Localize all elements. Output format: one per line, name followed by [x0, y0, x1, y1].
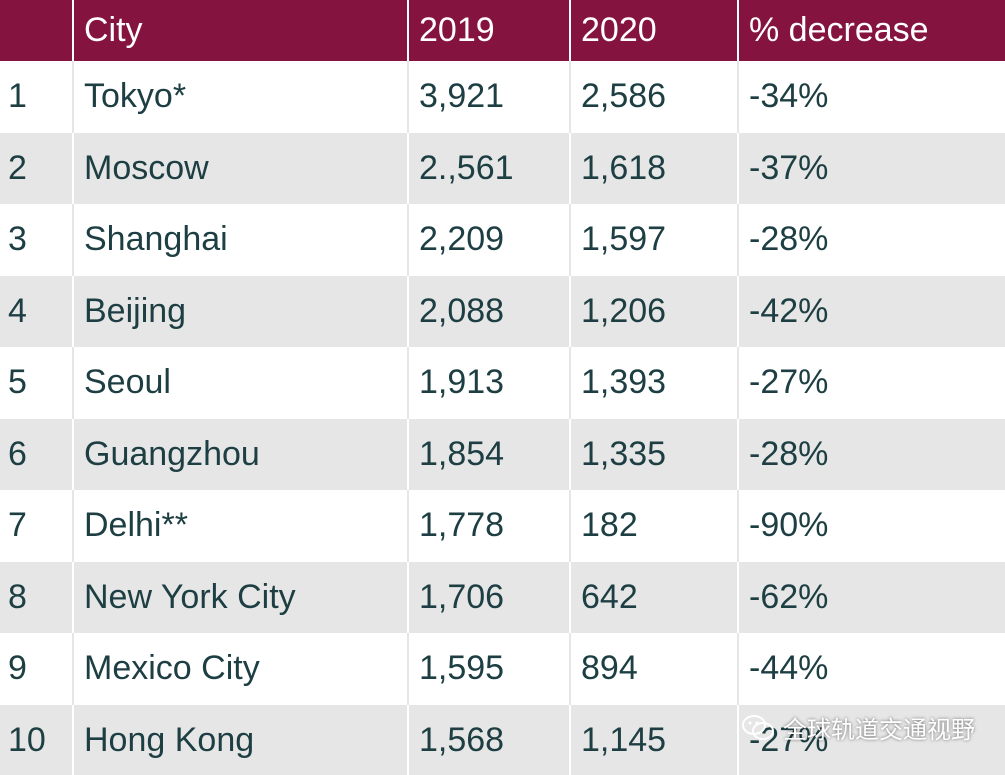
rank-cell: 10	[8, 720, 46, 759]
value-2020-cell: 2,586	[569, 61, 738, 133]
city-cell: Delhi**	[72, 490, 408, 562]
value-2020-cell: 1,618	[569, 132, 738, 204]
watermark: 全球轨道交通视野	[741, 710, 975, 745]
value-2019-cell: 1,595	[407, 633, 570, 705]
value-2019-cell: 1,706	[407, 561, 570, 633]
value-2020-cell: 642	[569, 561, 738, 633]
table-header-row: City 2019 2020 % decrease	[0, 0, 1005, 61]
value-2019-cell: 2,209	[407, 204, 570, 276]
decrease-cell: -28%	[737, 418, 1005, 490]
value-2020-cell: 1,206	[569, 275, 738, 347]
decrease-cell: -28%	[737, 204, 1005, 276]
value-2020-cell: 182	[569, 490, 738, 562]
city-cell: Moscow	[72, 132, 408, 204]
rank-cell: 2	[8, 148, 27, 187]
table-row: 9 Mexico City 1,595 894 -44%	[0, 633, 1005, 705]
table-row: 2 Moscow 2.,561 1,618 -37%	[0, 132, 1005, 204]
city-cell: Shanghai	[72, 204, 408, 276]
table-row: 10 Hong Kong 1,568 1,145 -27%	[0, 704, 1005, 775]
value-2019-cell: 1,568	[407, 704, 570, 775]
table-row: 3 Shanghai 2,209 1,597 -28%	[0, 204, 1005, 276]
decrease-cell: -34%	[737, 61, 1005, 133]
value-2020-cell: 1,393	[569, 347, 738, 419]
decrease-cell: -62%	[737, 561, 1005, 633]
rank-cell: 3	[8, 220, 27, 259]
decrease-cell: -37%	[737, 132, 1005, 204]
city-cell: New York City	[72, 561, 408, 633]
rank-cell: 8	[8, 577, 27, 616]
city-cell: Tokyo*	[72, 61, 408, 133]
header-2019: 2019	[407, 0, 570, 61]
value-2019-cell: 2,088	[407, 275, 570, 347]
table-row: 6 Guangzhou 1,854 1,335 -28%	[0, 418, 1005, 490]
rank-cell: 5	[8, 363, 27, 402]
decrease-cell: -44%	[737, 633, 1005, 705]
rank-cell: 6	[8, 434, 27, 473]
value-2019-cell: 1,778	[407, 490, 570, 562]
decrease-cell: -90%	[737, 490, 1005, 562]
decrease-cell: -27%	[737, 347, 1005, 419]
value-2020-cell: 894	[569, 633, 738, 705]
table-row: 5 Seoul 1,913 1,393 -27%	[0, 347, 1005, 419]
city-cell: Seoul	[72, 347, 408, 419]
decrease-cell: -27%	[737, 704, 1005, 775]
value-2019-cell: 3,921	[407, 61, 570, 133]
table-row: 1 Tokyo* 3,921 2,586 -34%	[0, 61, 1005, 133]
value-2019-cell: 2.,561	[407, 132, 570, 204]
rank-cell: 7	[8, 506, 27, 545]
header-decrease: % decrease	[737, 0, 1005, 61]
rank-cell: 1	[8, 77, 27, 116]
header-2020: 2020	[569, 0, 738, 61]
city-cell: Beijing	[72, 275, 408, 347]
watermark-text: 全球轨道交通视野	[783, 716, 975, 744]
city-cell: Mexico City	[72, 633, 408, 705]
table-row: 8 New York City 1,706 642 -62%	[0, 561, 1005, 633]
rank-cell: 9	[8, 649, 27, 688]
value-2020-cell: 1,597	[569, 204, 738, 276]
rank-cell: 4	[8, 291, 27, 330]
city-cell: Guangzhou	[72, 418, 408, 490]
table-row: 4 Beijing 2,088 1,206 -42%	[0, 275, 1005, 347]
value-2019-cell: 1,854	[407, 418, 570, 490]
decrease-cell: -42%	[737, 275, 1005, 347]
value-2019-cell: 1,913	[407, 347, 570, 419]
wechat-icon	[742, 714, 774, 740]
header-city: City	[72, 0, 408, 61]
header-rank	[0, 0, 73, 61]
value-2020-cell: 1,335	[569, 418, 738, 490]
table-row: 7 Delhi** 1,778 182 -90%	[0, 490, 1005, 562]
value-2020-cell: 1,145	[569, 704, 738, 775]
city-cell: Hong Kong	[72, 704, 408, 775]
